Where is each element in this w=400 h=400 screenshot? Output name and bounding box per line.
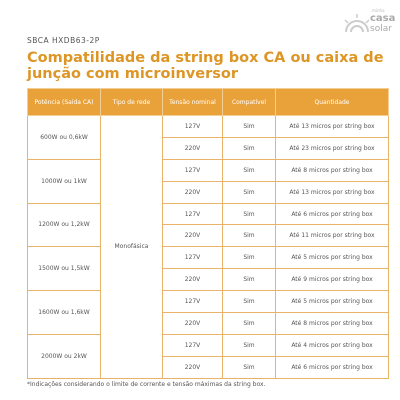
column-header: Tipo de rede <box>100 88 163 116</box>
compatible-cell: Sim <box>222 115 276 138</box>
column-header: Potência (Saída CA) <box>27 88 101 116</box>
compatible-cell: Sim <box>222 158 276 182</box>
quantity-cell: Até 5 micros por string box <box>275 246 389 270</box>
compatible-cell: Sim <box>222 333 276 357</box>
column-header: Tensão nominal <box>162 88 223 116</box>
logo-small: minha <box>372 8 385 13</box>
compatible-cell: Sim <box>222 202 276 226</box>
voltage-cell: 220V <box>162 355 223 379</box>
voltage-cell: 220V <box>162 224 223 248</box>
quantity-cell: Até 4 micros por string box <box>275 333 389 357</box>
table-row: 1600W ou 1,6kW 127V Sim Até 5 micros por st… <box>27 290 389 335</box>
quantity-cell: Até 8 micros por string box <box>275 158 389 182</box>
compatible-cell: Sim <box>222 268 276 292</box>
voltage-cell: 220V <box>162 136 223 160</box>
voltage-cell: 127V <box>162 333 223 357</box>
quantity-cell: Até 13 micros por string box <box>275 115 389 138</box>
compatible-cell: Sim <box>222 355 276 379</box>
table-row: 600W ou 0,6kW Monofásica 127V Sim Até 13 mic… <box>27 115 389 379</box>
table-row: 1000W ou 1kW 127V Sim Até 8 micros por stri… <box>27 158 389 204</box>
voltage-cell: 220V <box>162 268 223 292</box>
footnote: *Indicações considerando o limite de cor… <box>27 381 266 388</box>
network-type-cell: Monofásica <box>100 115 163 379</box>
table-row: 2000W ou 2kW 127V Sim Até 4 micros por stri… <box>27 333 389 379</box>
compatible-cell: Sim <box>222 246 276 270</box>
quantity-cell: Até 11 micros por string box <box>275 224 389 248</box>
compatible-cell: Sim <box>222 136 276 160</box>
product-code: SBCA HXDB63-2P <box>27 36 100 45</box>
power-cell: 600W ou 0,6kW <box>27 115 101 160</box>
voltage-cell: 220V <box>162 312 223 335</box>
table-row: 220V Sim Até 23 micros por string box <box>28 136 389 160</box>
power-cell: 1000W ou 1kW <box>27 158 101 204</box>
table-row: 1200W ou 1,2kW 127V Sim Até 6 micros por st… <box>27 202 389 248</box>
quantity-cell: Até 23 micros por string box <box>275 136 389 160</box>
voltage-cell: 127V <box>162 290 223 314</box>
column-header: Quantidade <box>275 88 389 116</box>
quantity-cell: Até 6 micros por string box <box>275 355 389 379</box>
voltage-cell: 127V <box>162 246 223 270</box>
compat-table: Potência (Saída CA) Tipo de rede Tensão no… <box>27 88 389 379</box>
quantity-cell: Até 8 micros por string box <box>275 312 389 335</box>
quantity-cell: Até 5 micros por string box <box>275 290 389 314</box>
power-cell: 2000W ou 2kW <box>27 333 101 379</box>
table-row: 220V Sim Até 6 micros por string box <box>28 355 389 379</box>
logo-main: casa <box>370 13 396 24</box>
logo-sub: solar <box>370 24 392 34</box>
compatible-cell: Sim <box>222 312 276 335</box>
title: Compatilidade da string box CA ou caixa … <box>27 50 384 82</box>
power-cell: 1200W ou 1,2kW <box>27 202 101 248</box>
table-row: 1500W ou 1,5kW 127V Sim Até 5 micros por st… <box>27 246 389 292</box>
quantity-cell: Até 9 micros por string box <box>275 268 389 292</box>
voltage-cell: 127V <box>162 158 223 182</box>
logo-icon <box>344 14 370 33</box>
compatible-cell: Sim <box>222 180 276 204</box>
compatible-cell: Sim <box>222 224 276 248</box>
power-cell: 1500W ou 1,5kW <box>27 246 101 292</box>
table-row: 220V Sim Até 9 micros por string box <box>28 268 389 292</box>
quantity-cell: Até 13 micros por string box <box>275 180 389 204</box>
logo: minha casa solar <box>342 8 396 40</box>
table-row: 220V Sim Até 8 micros por string box <box>28 312 389 335</box>
power-cell: 1600W ou 1,6kW <box>27 290 101 335</box>
quantity-cell: Até 6 micros por string box <box>275 202 389 226</box>
table-row: 220V Sim Até 13 micros por string box <box>28 180 389 204</box>
voltage-cell: 127V <box>162 115 223 138</box>
voltage-cell: 127V <box>162 202 223 226</box>
voltage-cell: 220V <box>162 180 223 204</box>
compatible-cell: Sim <box>222 290 276 314</box>
column-header: Compatível <box>222 88 276 116</box>
